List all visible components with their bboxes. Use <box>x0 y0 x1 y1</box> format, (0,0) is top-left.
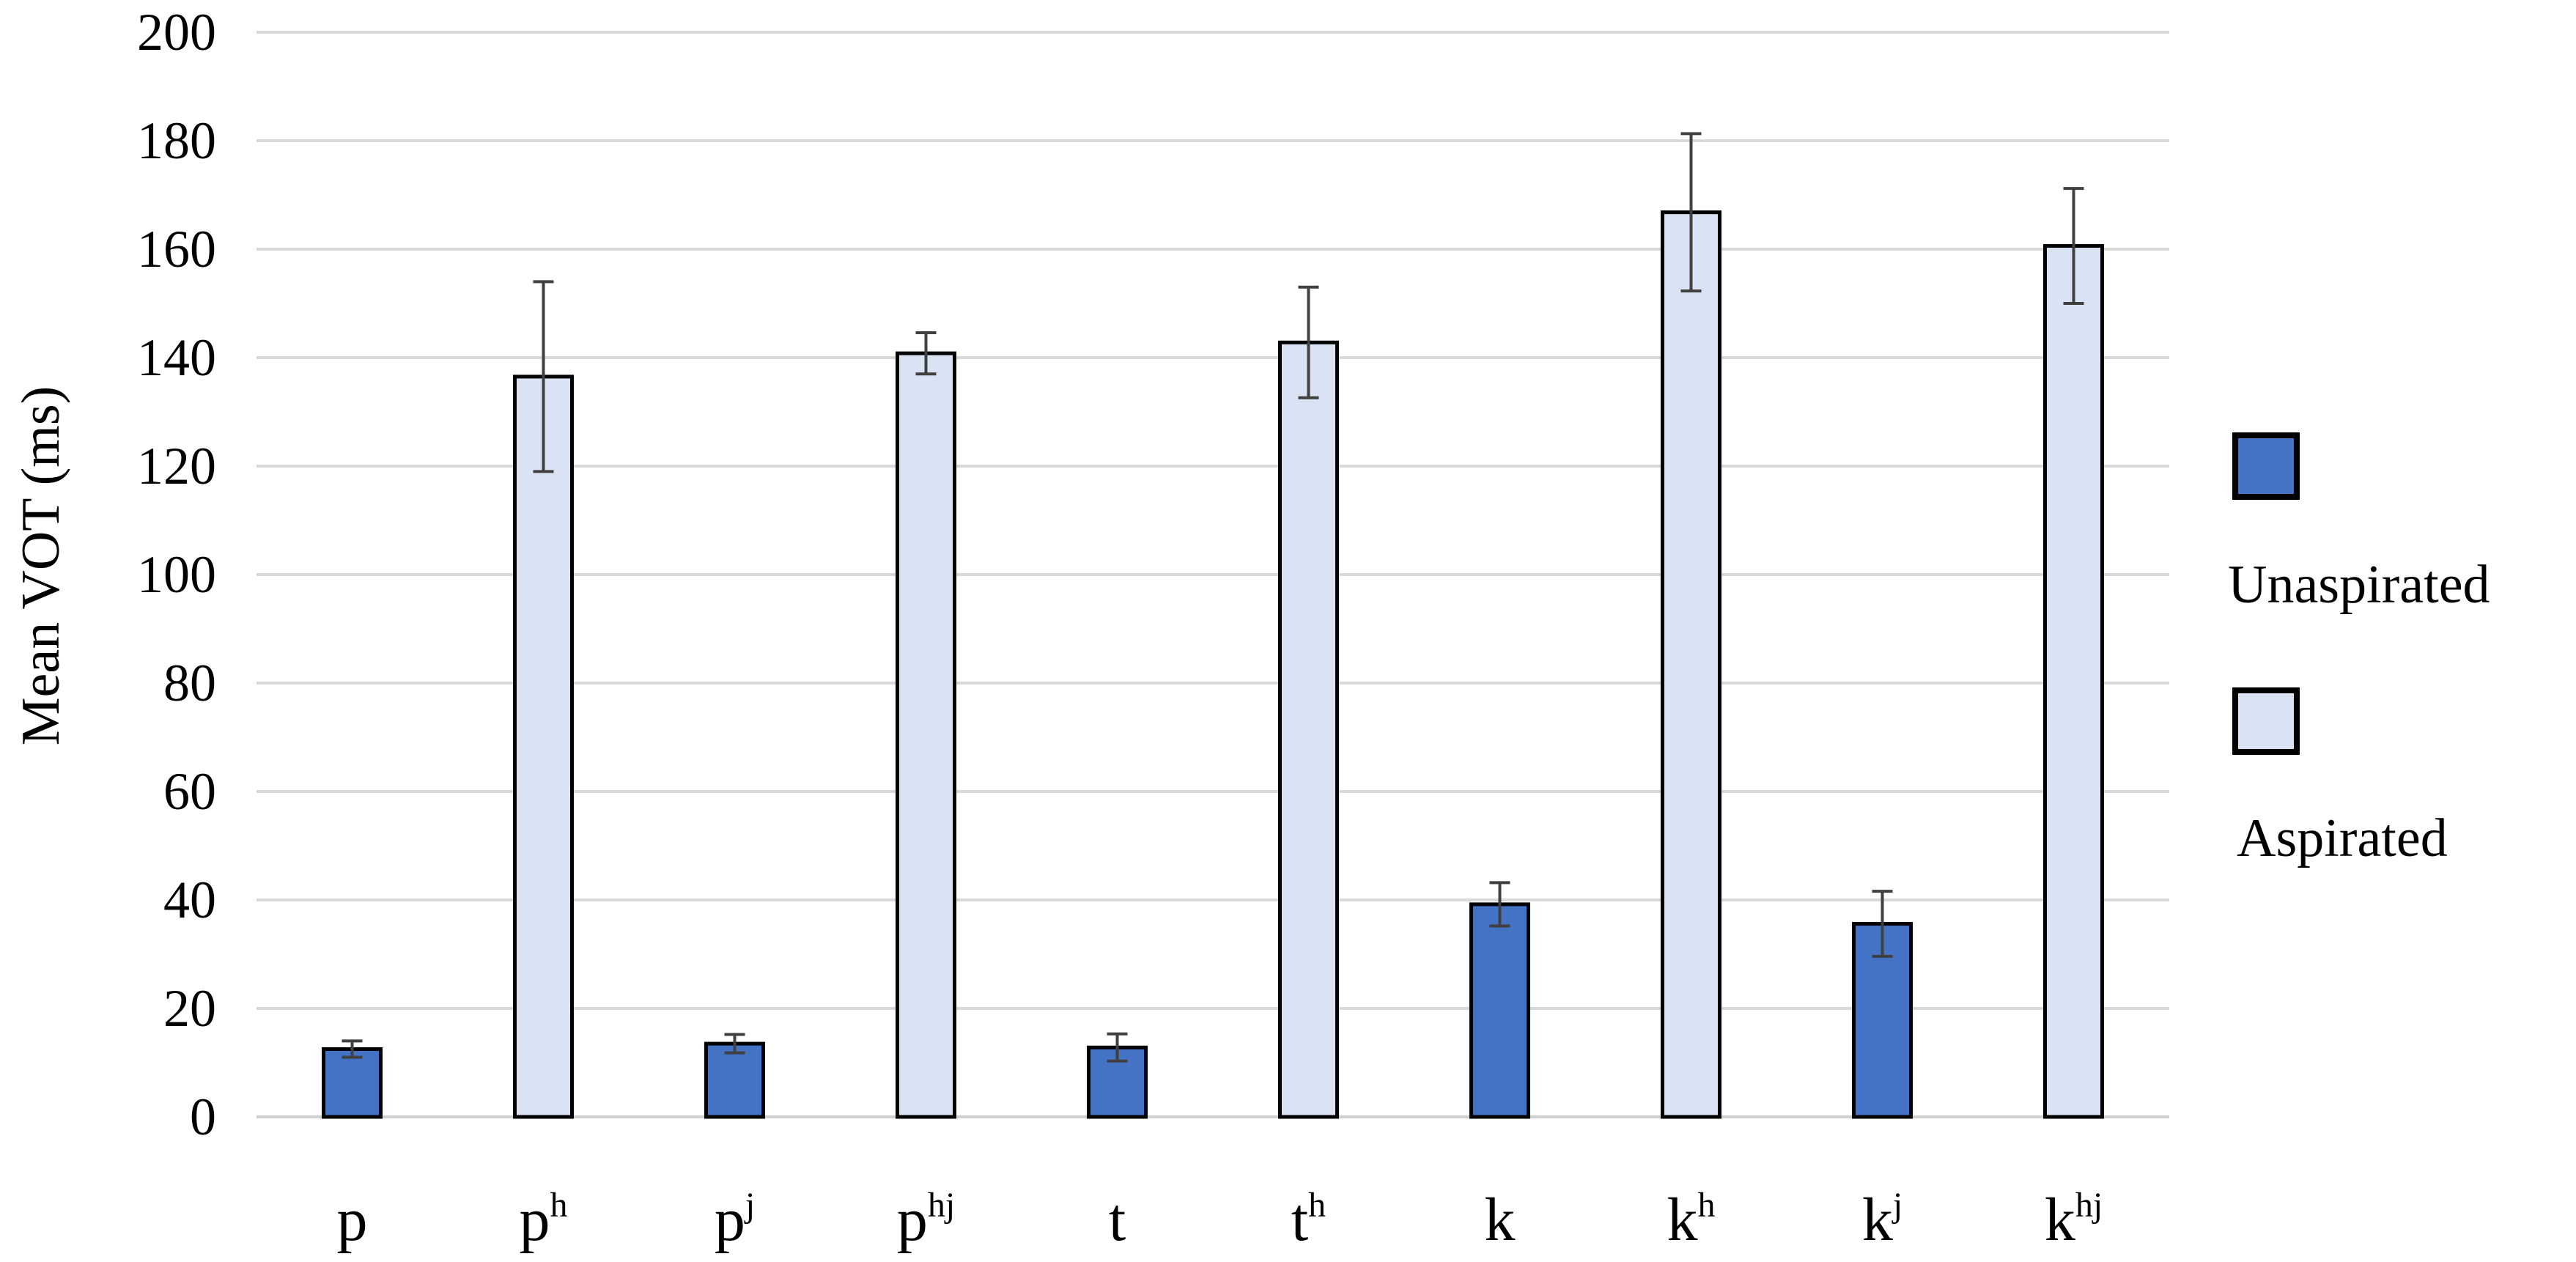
legend-swatch-aspirated <box>2232 687 2300 755</box>
x-tick-label: k <box>1485 1186 1516 1254</box>
error-bar <box>724 1033 745 1055</box>
error-bar <box>2063 187 2084 305</box>
error-bars <box>342 132 2084 1063</box>
error-bar <box>1298 285 1319 399</box>
y-tick-label: 120 <box>137 437 216 495</box>
bar-aspirated <box>896 351 956 1119</box>
x-tick-label: kh <box>1667 1186 1716 1254</box>
bar-aspirated <box>1278 340 1339 1119</box>
error-bar <box>1680 132 1702 292</box>
error-bar <box>915 331 937 376</box>
y-tick-label: 0 <box>190 1088 216 1146</box>
legend-label: Aspirated <box>2237 808 2448 868</box>
x-tick-label: phj <box>897 1186 955 1254</box>
bar-aspirated <box>513 374 574 1119</box>
bars <box>322 210 2104 1119</box>
x-tick-label: ph <box>520 1186 568 1254</box>
x-tick-label: khj <box>2045 1186 2103 1254</box>
bar-aspirated <box>2043 244 2104 1119</box>
legend-label: Unaspirated <box>2228 555 2490 615</box>
y-axis-tick-labels: 0 20 40 60 80 100 120 140 160 180 200 <box>137 3 216 1146</box>
bar-aspirated <box>1661 210 1721 1119</box>
y-tick-label: 40 <box>163 871 216 929</box>
error-bar <box>342 1039 363 1059</box>
x-tick-label: t <box>1109 1186 1126 1254</box>
y-tick-label: 160 <box>137 220 216 278</box>
y-tick-label: 80 <box>163 654 216 712</box>
y-tick-label: 60 <box>163 762 216 821</box>
y-tick-label: 180 <box>137 111 216 170</box>
gridlines <box>257 31 2169 1010</box>
x-axis-category-labels: p ph pj phj t th k kh kj khj <box>337 1186 2103 1254</box>
error-bar <box>533 280 554 473</box>
x-tick-label: p <box>337 1186 368 1254</box>
legend-swatch-unaspirated <box>2232 432 2300 500</box>
error-bar <box>1489 881 1510 928</box>
bar-unaspirated <box>704 1041 765 1119</box>
y-tick-label: 140 <box>137 328 216 387</box>
error-bar <box>1107 1032 1128 1063</box>
legend: Unaspirated Aspirated <box>2228 432 2490 868</box>
y-tick-label: 200 <box>137 3 216 62</box>
y-tick-label: 100 <box>137 545 216 604</box>
y-axis-title: Mean VOT (ms) <box>11 386 71 746</box>
y-tick-label: 20 <box>163 979 216 1038</box>
x-tick-label: th <box>1291 1186 1326 1254</box>
x-tick-label: kj <box>1862 1186 1903 1254</box>
error-bar <box>1872 890 1893 958</box>
bar-unaspirated <box>1469 902 1530 1119</box>
x-tick-label: pj <box>715 1186 755 1254</box>
bar-unaspirated <box>322 1047 383 1119</box>
